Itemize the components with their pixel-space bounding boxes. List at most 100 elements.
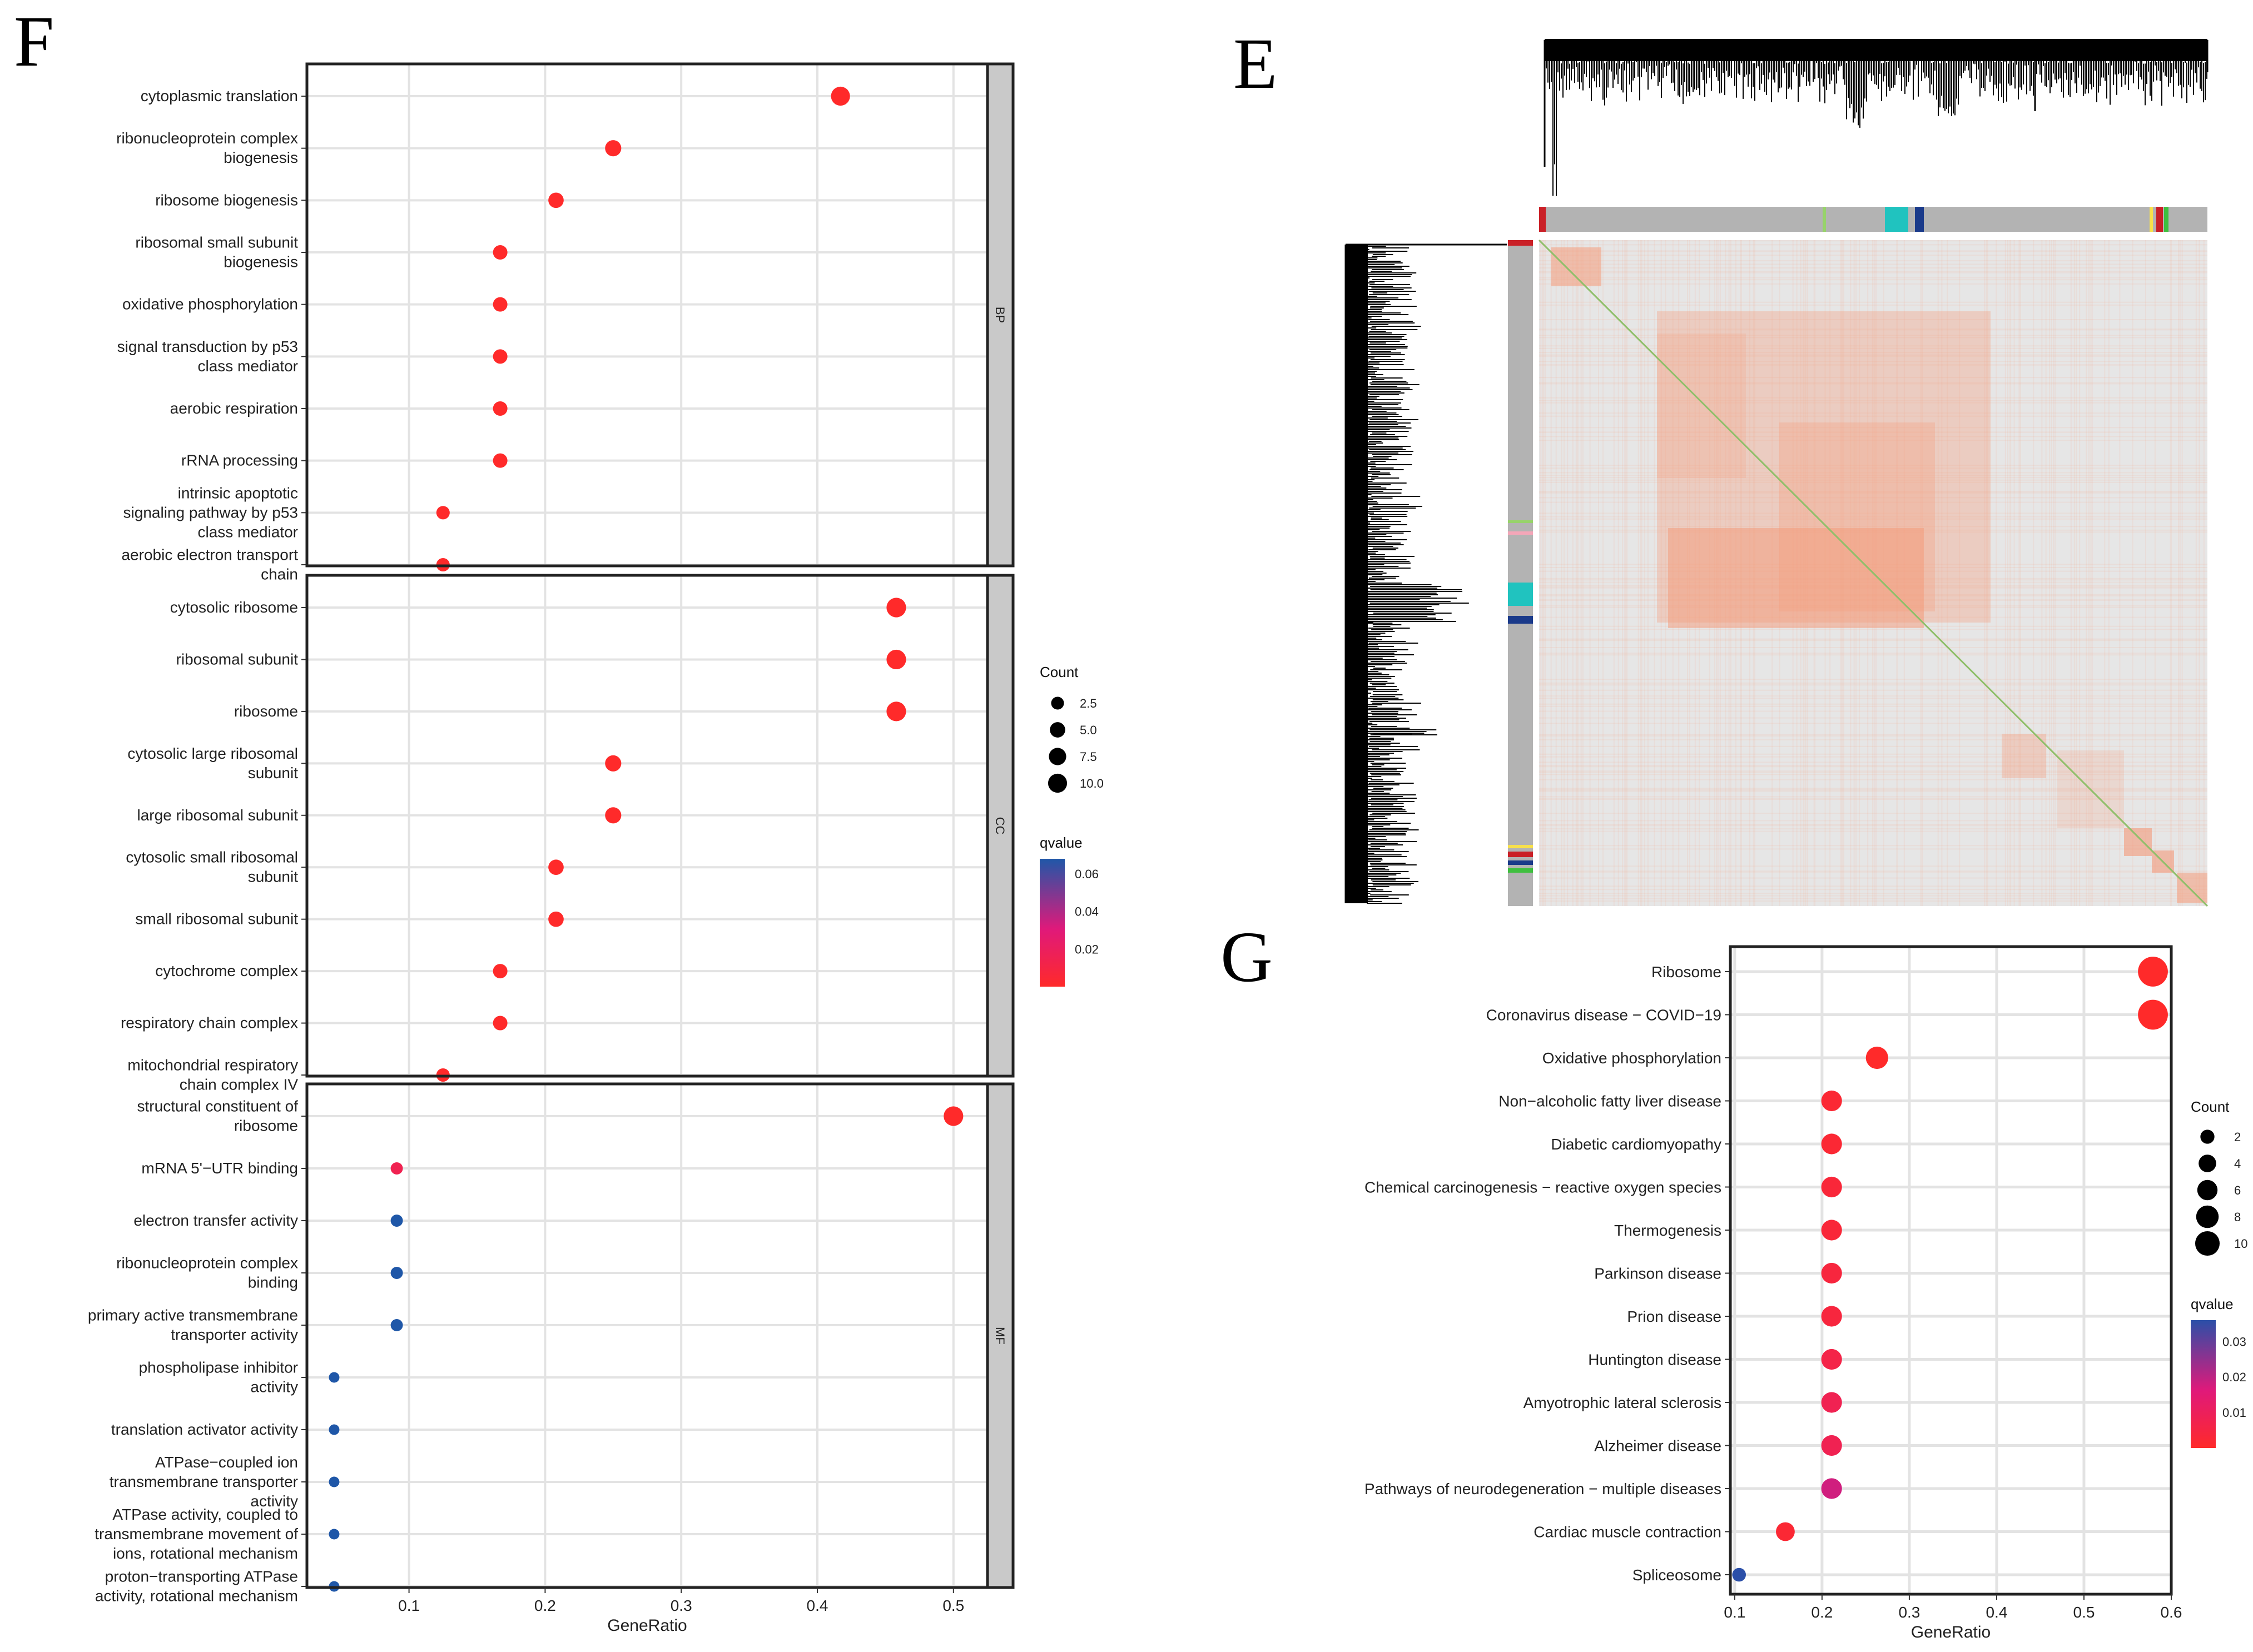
term-label-line: large ribosomal subunit bbox=[137, 807, 299, 824]
term-label-line: activity, rotational mechanism bbox=[95, 1588, 298, 1605]
term-label: ribosome bbox=[234, 703, 298, 720]
term-label: Prion disease bbox=[1627, 1308, 1721, 1325]
term-label: electron transfer activity bbox=[133, 1212, 298, 1229]
term-label-line: class mediator bbox=[197, 357, 298, 375]
module-color-segment bbox=[1508, 852, 1533, 857]
data-point bbox=[390, 1215, 403, 1227]
term-label: aerobic electron transport chain bbox=[121, 546, 298, 583]
module-color-segment bbox=[1508, 520, 1533, 523]
data-point bbox=[605, 755, 622, 772]
data-point bbox=[436, 506, 450, 520]
term-label: small ribosomal subunit bbox=[135, 910, 298, 928]
data-point bbox=[1776, 1522, 1795, 1541]
x-tick-label: 0.4 bbox=[807, 1597, 828, 1614]
term-label-line: transmembrane transporter bbox=[110, 1473, 298, 1490]
term-label-line: aerobic electron transport bbox=[121, 546, 298, 564]
data-point bbox=[1821, 1392, 1842, 1413]
term-label-line: transmembrane movement of bbox=[95, 1525, 298, 1542]
legend-size-label: 2.5 bbox=[1080, 696, 1097, 710]
term-label: Cardiac muscle contraction bbox=[1534, 1524, 1721, 1541]
term-label: ribonucleoprotein complex binding bbox=[116, 1255, 298, 1291]
term-label: Diabetic cardiomyopathy bbox=[1551, 1136, 1721, 1153]
module-color-segment bbox=[1823, 207, 1826, 232]
facet-strip-label: MF bbox=[993, 1327, 1007, 1345]
top-module-colorbar bbox=[1539, 207, 2207, 232]
term-label-line: cytosolic ribosome bbox=[170, 599, 298, 616]
module-color-segment bbox=[1508, 860, 1533, 865]
term-label-line: class mediator bbox=[197, 523, 298, 540]
panel-g-kegg-dotplot: Ribosome Coronavirus disease − COVID−19 Ox… bbox=[1364, 945, 2247, 1641]
term-label-line: aerobic respiration bbox=[170, 400, 298, 417]
term-label-line: cytosolic large ribosomal bbox=[127, 745, 298, 762]
tom-heatmap bbox=[1538, 239, 2209, 907]
data-point bbox=[1821, 1262, 1842, 1284]
term-label-line: intrinsic apoptotic bbox=[178, 484, 298, 501]
legend-size-label: 2 bbox=[2234, 1130, 2241, 1144]
term-label-line: chain bbox=[261, 566, 298, 583]
x-tick-label: 0.2 bbox=[1811, 1604, 1833, 1621]
term-label-line: signal transduction by p53 bbox=[117, 338, 298, 355]
term-label: Thermogenesis bbox=[1614, 1222, 1721, 1239]
legend-size-label: 4 bbox=[2234, 1157, 2241, 1171]
heatmap-module-block bbox=[1551, 247, 1601, 286]
x-tick-label: 0.5 bbox=[2073, 1604, 2095, 1621]
data-point bbox=[548, 859, 564, 875]
data-point bbox=[548, 192, 564, 208]
term-label-line: ribosomal subunit bbox=[176, 650, 299, 668]
dendro-leaves bbox=[1544, 47, 2207, 196]
x-tick-label: 0.1 bbox=[1724, 1604, 1745, 1621]
term-label-line: ribonucleoprotein complex bbox=[116, 130, 298, 147]
term-label-line: rRNA processing bbox=[181, 452, 298, 469]
legend-colorbar-label: 0.04 bbox=[1075, 905, 1099, 919]
term-label: Parkinson disease bbox=[1594, 1265, 1721, 1282]
term-label-line: electron transfer activity bbox=[133, 1212, 298, 1229]
legend-colorbar bbox=[2191, 1320, 2216, 1448]
legend-qvalue-title: qvalue bbox=[2191, 1296, 2234, 1312]
term-label-line: small ribosomal subunit bbox=[135, 910, 298, 928]
term-label-line: biogenesis bbox=[224, 253, 298, 271]
data-point bbox=[329, 1424, 340, 1435]
term-label: Coronavirus disease − COVID−19 bbox=[1486, 1007, 1721, 1024]
legend-size-label: 10.0 bbox=[1080, 777, 1104, 790]
panel-label-f: F bbox=[14, 2, 54, 82]
data-point bbox=[2138, 999, 2168, 1030]
term-label: cytosolic large ribosomal subunit bbox=[127, 745, 298, 782]
term-label-line: cytoplasmic translation bbox=[141, 87, 298, 105]
term-label-line: structural constituent of bbox=[137, 1098, 299, 1115]
term-label: proton−transporting ATPase activity, rota… bbox=[95, 1568, 298, 1605]
legend-size-dot bbox=[2197, 1180, 2218, 1201]
term-label: ATPase activity, coupled to transmembrane… bbox=[95, 1506, 298, 1562]
term-label-line: mRNA 5'−UTR binding bbox=[141, 1160, 298, 1177]
heatmap-texture-rows bbox=[1539, 240, 2207, 902]
term-label: Spliceosome bbox=[1632, 1566, 1721, 1584]
top-dendrogram bbox=[1544, 39, 2209, 196]
term-label-line: ions, rotational mechanism bbox=[113, 1545, 298, 1562]
x-axis-title: GeneRatio bbox=[1911, 1623, 1991, 1641]
legend-size-label: 6 bbox=[2234, 1183, 2241, 1197]
data-point bbox=[886, 598, 906, 618]
term-label-line: ATPase−coupled ion bbox=[155, 1454, 298, 1471]
data-point bbox=[1821, 1220, 1842, 1241]
legend-size-dot bbox=[2200, 1129, 2215, 1144]
legend-size-dot bbox=[1050, 722, 1065, 738]
legend-colorbar bbox=[1040, 859, 1065, 987]
dendro-trunk bbox=[1344, 243, 1507, 903]
data-point bbox=[493, 964, 508, 979]
plot-background bbox=[1730, 947, 2171, 1594]
panel-e-tom-heatmap bbox=[1344, 39, 2209, 907]
term-label: phospholipase inhibitor activity bbox=[139, 1359, 298, 1396]
data-point bbox=[1865, 1046, 1888, 1069]
term-label: ribonucleoprotein complex biogenesis bbox=[116, 130, 298, 166]
x-axis-title: GeneRatio bbox=[607, 1616, 687, 1635]
data-point bbox=[886, 649, 906, 670]
facet-cc: cytosolic ribosome ribosomal subunit ribos… bbox=[121, 574, 1015, 1093]
data-point bbox=[831, 86, 850, 106]
term-label-line: transporter activity bbox=[171, 1326, 298, 1344]
module-color-segment bbox=[1508, 868, 1533, 873]
data-point bbox=[605, 807, 622, 824]
term-label: signal transduction by p53 class mediator bbox=[117, 338, 298, 375]
data-point bbox=[390, 1267, 403, 1279]
term-label-line: phospholipase inhibitor bbox=[139, 1359, 298, 1376]
data-point bbox=[493, 245, 508, 260]
